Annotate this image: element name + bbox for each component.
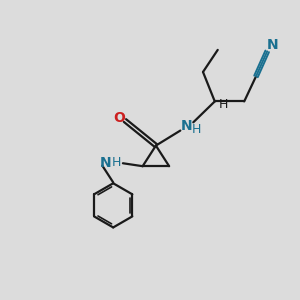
Text: N: N <box>181 119 193 134</box>
Text: H: H <box>192 124 201 136</box>
Text: H: H <box>218 98 228 111</box>
Text: O: O <box>114 111 126 125</box>
Text: N: N <box>267 38 278 52</box>
Text: H: H <box>112 156 122 169</box>
Text: N: N <box>99 156 111 170</box>
